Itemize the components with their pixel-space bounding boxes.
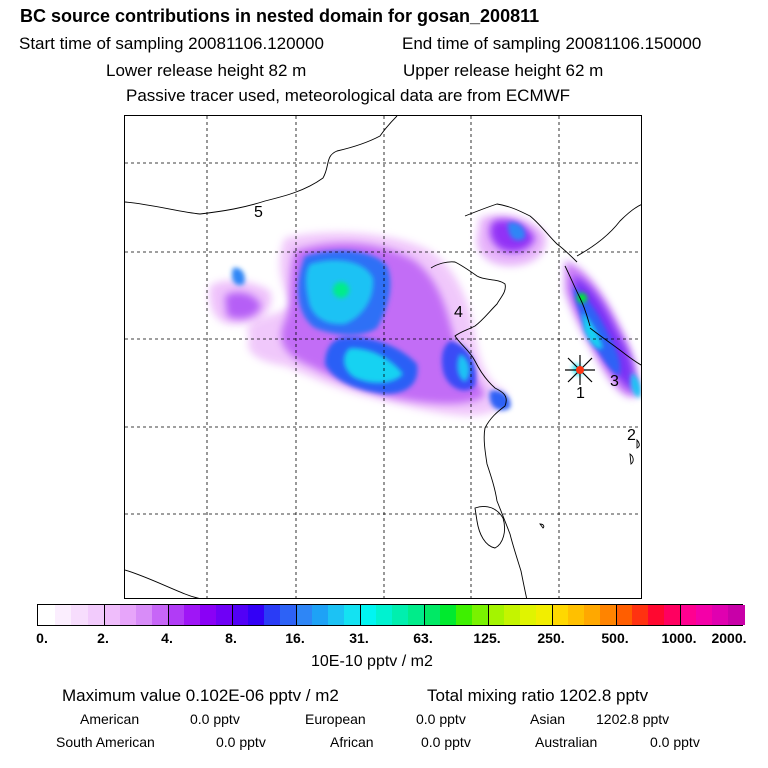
colorbar-cell — [38, 605, 55, 625]
colorbar-separator — [424, 605, 425, 625]
colorbar-cell — [584, 605, 601, 625]
colorbar-cell — [472, 605, 489, 625]
colorbar-tick-label: 250. — [537, 630, 565, 646]
colorbar-cell — [696, 605, 713, 625]
african-value: 0.0 pptv — [421, 734, 471, 750]
colorbar-tick-label: 2. — [97, 630, 109, 646]
colorbar-cell — [616, 605, 633, 625]
colorbar-cell — [488, 605, 505, 625]
colorbar-cell — [296, 605, 313, 625]
colorbar-cell — [200, 605, 217, 625]
region-label-1: 1 — [576, 385, 585, 402]
european-value: 0.0 pptv — [416, 711, 466, 727]
colorbar-cell — [120, 605, 137, 625]
colorbar-cell — [136, 605, 153, 625]
colorbar-cell — [376, 605, 393, 625]
south-american-value: 0.0 pptv — [216, 734, 266, 750]
colorbar-separator — [552, 605, 553, 625]
colorbar-cell — [424, 605, 441, 625]
colorbar-cell — [440, 605, 457, 625]
max-value: Maximum value 0.102E-06 pptv / m2 — [62, 686, 339, 705]
colorbar-tick-label: 4. — [161, 630, 173, 646]
colorbar-cell — [392, 605, 409, 625]
colorbar-cell — [54, 605, 72, 625]
colorbar-separator — [680, 605, 681, 625]
colorbar-separator — [104, 605, 105, 625]
colorbar-cell — [71, 605, 88, 625]
region-label-3: 3 — [610, 373, 619, 390]
colorbar-tick-label: 500. — [601, 630, 629, 646]
american-value: 0.0 pptv — [190, 711, 240, 727]
colorbar-cell — [712, 605, 729, 625]
asian-label: Asian — [530, 711, 566, 727]
end-time: End time of sampling 20081106.150000 — [402, 34, 702, 53]
colorbar-cell — [232, 605, 249, 625]
colorbar-separator — [232, 605, 233, 625]
colorbar-cell — [456, 605, 473, 625]
colorbar-cell — [184, 605, 201, 625]
region-label-4: 4 — [454, 304, 463, 321]
colorbar-cell — [168, 605, 185, 625]
upper-release-height: Upper release height 62 m — [403, 61, 604, 80]
colorbar-cell — [600, 605, 617, 625]
contribution-map: 1 2 3 4 5 — [124, 115, 642, 599]
concentration-field — [209, 214, 641, 416]
colorbar-separator — [616, 605, 617, 625]
colorbar-cell — [248, 605, 265, 625]
colorbar-tick-label: 63. — [413, 630, 433, 646]
region-label-5: 5 — [254, 204, 263, 221]
region-label-2: 2 — [627, 427, 636, 444]
lat-lon-grid — [125, 116, 641, 598]
start-time: Start time of sampling 20081106.120000 — [19, 34, 324, 53]
colorbar-cell — [344, 605, 361, 625]
colorbar-cell — [648, 605, 665, 625]
colorbar-cell — [216, 605, 233, 625]
colorbar-cell — [680, 605, 697, 625]
colorbar-cell — [728, 605, 745, 625]
colorbar-cell — [87, 605, 105, 625]
plot-title: BC source contributions in nested domain… — [20, 6, 540, 26]
colorbar-cell — [152, 605, 169, 625]
australian-value: 0.0 pptv — [650, 734, 700, 750]
colorbar-separator — [488, 605, 489, 625]
colorbar-cell — [312, 605, 329, 625]
colorbar-cell — [280, 605, 297, 625]
colorbar-cell — [104, 605, 121, 625]
south-american-label: South American — [56, 734, 155, 750]
colorbar-cell — [632, 605, 649, 625]
colorbar-separator — [296, 605, 297, 625]
colorbar-cell — [360, 605, 377, 625]
colorbar — [37, 604, 745, 626]
african-label: African — [330, 734, 374, 750]
colorbar-cell — [504, 605, 521, 625]
colorbar-cell — [264, 605, 281, 625]
colorbar-cell — [552, 605, 569, 625]
colorbar-separator — [360, 605, 361, 625]
colorbar-cell — [520, 605, 537, 625]
receptor-star — [565, 355, 595, 385]
colorbar-separator — [168, 605, 169, 625]
european-label: European — [305, 711, 366, 727]
colorbar-cell — [536, 605, 553, 625]
colorbar-tick-label: 8. — [225, 630, 237, 646]
australian-label: Australian — [535, 734, 598, 750]
tracer-note: Passive tracer used, meteorological data… — [126, 86, 571, 105]
total-mixing-ratio: Total mixing ratio 1202.8 pptv — [427, 686, 649, 705]
colorbar-tick-label: 16. — [285, 630, 305, 646]
colorbar-tick-label: 1000. — [661, 630, 697, 646]
colorbar-units: 10E-10 pptv / m2 — [311, 653, 433, 670]
colorbar-cell — [568, 605, 585, 625]
colorbar-tick-label: 125. — [473, 630, 501, 646]
colorbar-cell — [664, 605, 681, 625]
lower-release-height: Lower release height 82 m — [106, 61, 307, 80]
map-canvas: 1 2 3 4 5 — [125, 116, 641, 598]
colorbar-tick-label: 2000. — [711, 630, 747, 646]
colorbar-tick-label: 31. — [349, 630, 369, 646]
coastlines — [125, 116, 641, 598]
asian-value: 1202.8 pptv — [596, 711, 670, 727]
colorbar-cell — [328, 605, 345, 625]
colorbar-tick-label: 0. — [36, 630, 48, 646]
american-label: American — [80, 711, 140, 727]
colorbar-cell — [408, 605, 425, 625]
